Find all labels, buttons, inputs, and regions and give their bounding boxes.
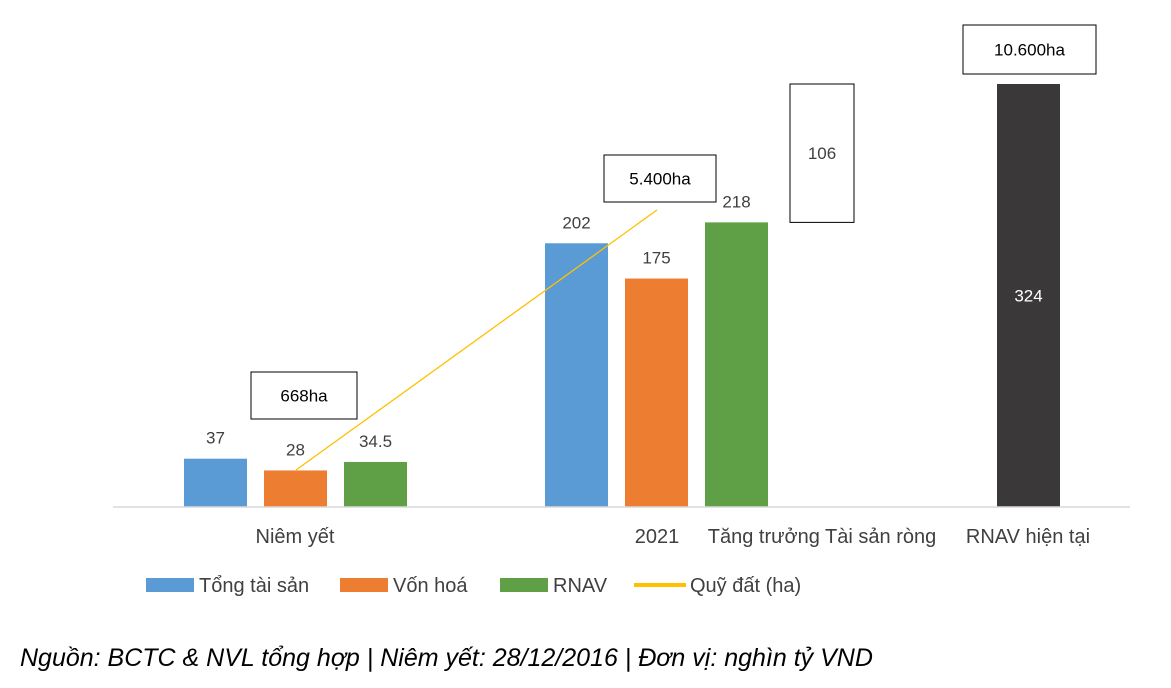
waterfall-layer [789,83,1060,507]
legend: Tổng tài sản Vốn hoá RNAV Quỹ đất (ha) [146,575,801,597]
category-label: Tăng trưởng Tài sản ròng [708,526,936,548]
chart: 668ha 5.400ha 10.600ha 37 202 28 175 34.5 218 10… [113,24,1130,597]
bar-tổng-tài-sản-0 [184,458,247,507]
legend-label: Quỹ đất (ha) [690,575,801,597]
bar-rnav-current [997,84,1060,507]
source-footer: Nguồn: BCTC & NVL tổng hợp | Niêm yết: 2… [20,644,873,672]
land-callout-label: 5.400ha [629,170,691,189]
bar-tổng-tài-sản-1 [545,243,608,507]
data-label: 202 [562,213,590,232]
bar-rnav-1 [705,222,768,507]
land-callout-box [962,24,1097,75]
land-callout-label: 668ha [280,387,328,406]
data-label: 37 [206,429,225,448]
land-callout-box [603,154,717,203]
data-label: 175 [642,249,670,268]
data-label: 28 [286,440,305,459]
data-label: 34.5 [359,432,392,451]
data-label: 218 [722,192,750,211]
land-callout-box [250,371,358,420]
land-line-segment [295,209,658,471]
value-labels-layer: 37 202 28 175 34.5 218 106 324 [206,144,1043,459]
bars-layer [184,222,768,507]
category-label: 2021 [635,526,680,548]
growth-value-label: 106 [808,144,836,163]
legend-swatch [340,578,388,592]
legend-label: Vốn hoá [393,575,468,597]
legend-label: RNAV [553,575,608,597]
land-line-layer: 668ha 5.400ha 10.600ha [250,24,1097,471]
bar-growth [789,83,855,223]
bar-vốn-hoá-1 [625,278,688,507]
land-callout-label: 10.600ha [994,41,1065,60]
legend-label: Tổng tài sản [199,575,309,597]
legend-swatch [500,578,548,592]
current-value-label: 324 [1014,287,1042,306]
category-labels-layer: Niêm yết 2021 Tăng trưởng Tài sản ròng RNAV… [256,526,1091,548]
bar-vốn-hoá-0 [264,470,327,507]
bar-rnav-0 [344,461,407,507]
category-label: Niêm yết [256,526,335,548]
category-label: RNAV hiện tại [966,526,1090,548]
legend-swatch [146,578,194,592]
